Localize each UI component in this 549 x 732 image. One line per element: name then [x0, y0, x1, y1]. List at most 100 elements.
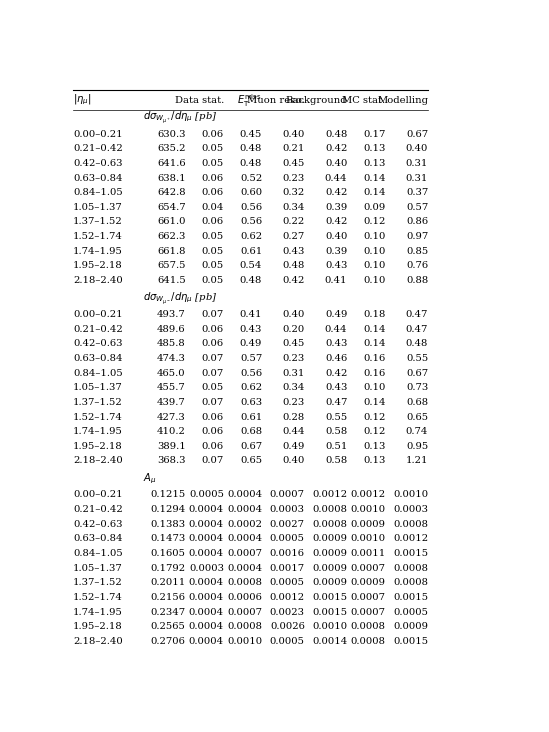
Text: 0.07: 0.07: [201, 457, 224, 466]
Text: 0.0007: 0.0007: [351, 608, 385, 616]
Text: 0.05: 0.05: [201, 276, 224, 285]
Text: 0.42: 0.42: [325, 368, 348, 378]
Text: 0.0005: 0.0005: [270, 578, 305, 587]
Text: 0.0010: 0.0010: [312, 622, 348, 631]
Text: 0.0004: 0.0004: [189, 520, 224, 529]
Text: 0.06: 0.06: [202, 188, 224, 197]
Text: 0.48: 0.48: [240, 276, 262, 285]
Text: 0.21: 0.21: [282, 144, 305, 153]
Text: 0.0009: 0.0009: [393, 622, 428, 631]
Text: 0.04: 0.04: [201, 203, 224, 212]
Text: 1.05–1.37: 1.05–1.37: [73, 383, 122, 392]
Text: 0.0004: 0.0004: [227, 564, 262, 572]
Text: 0.63–0.84: 0.63–0.84: [73, 534, 122, 543]
Text: 0.13: 0.13: [363, 457, 385, 466]
Text: 0.0007: 0.0007: [351, 593, 385, 602]
Text: 1.74–1.95: 1.74–1.95: [73, 427, 123, 436]
Text: 0.57: 0.57: [240, 354, 262, 363]
Text: 0.61: 0.61: [240, 413, 262, 422]
Text: 0.42: 0.42: [282, 276, 305, 285]
Text: 0.73: 0.73: [406, 383, 428, 392]
Text: 0.07: 0.07: [201, 354, 224, 363]
Text: 0.44: 0.44: [325, 324, 348, 334]
Text: 1.05–1.37: 1.05–1.37: [73, 564, 122, 572]
Text: 0.43: 0.43: [282, 247, 305, 255]
Text: 0.0007: 0.0007: [227, 549, 262, 558]
Text: 0.63–0.84: 0.63–0.84: [73, 173, 122, 182]
Text: 0.06: 0.06: [202, 413, 224, 422]
Text: 0.0010: 0.0010: [350, 505, 385, 514]
Text: Data stat.: Data stat.: [175, 96, 224, 105]
Text: 0.0015: 0.0015: [312, 593, 348, 602]
Text: 1.95–2.18: 1.95–2.18: [73, 442, 122, 451]
Text: 662.3: 662.3: [157, 232, 186, 241]
Text: 0.63–0.84: 0.63–0.84: [73, 354, 122, 363]
Text: 641.5: 641.5: [157, 276, 186, 285]
Text: 0.56: 0.56: [240, 368, 262, 378]
Text: 0.06: 0.06: [202, 130, 224, 138]
Text: 0.40: 0.40: [282, 457, 305, 466]
Text: 0.68: 0.68: [240, 427, 262, 436]
Text: 0.51: 0.51: [325, 442, 348, 451]
Text: 0.41: 0.41: [325, 276, 348, 285]
Text: 2.18–2.40: 2.18–2.40: [73, 637, 122, 646]
Text: 0.0015: 0.0015: [393, 593, 428, 602]
Text: 0.62: 0.62: [240, 383, 262, 392]
Text: Background: Background: [285, 96, 348, 105]
Text: 0.0010: 0.0010: [393, 490, 428, 499]
Text: 0.00–0.21: 0.00–0.21: [73, 490, 122, 499]
Text: 0.0010: 0.0010: [350, 534, 385, 543]
Text: 0.0004: 0.0004: [189, 505, 224, 514]
Text: 0.12: 0.12: [363, 413, 385, 422]
Text: 0.68: 0.68: [406, 398, 428, 407]
Text: 0.27: 0.27: [283, 232, 305, 241]
Text: 0.41: 0.41: [240, 310, 262, 319]
Text: 0.06: 0.06: [202, 442, 224, 451]
Text: 0.0008: 0.0008: [393, 578, 428, 587]
Text: 0.05: 0.05: [201, 383, 224, 392]
Text: 0.2011: 0.2011: [150, 578, 186, 587]
Text: 0.40: 0.40: [325, 232, 348, 241]
Text: 0.0004: 0.0004: [189, 549, 224, 558]
Text: 0.0008: 0.0008: [393, 564, 428, 572]
Text: 0.42–0.63: 0.42–0.63: [73, 339, 122, 348]
Text: 635.2: 635.2: [157, 144, 186, 153]
Text: 0.09: 0.09: [363, 203, 385, 212]
Text: 0.0015: 0.0015: [393, 549, 428, 558]
Text: 0.63: 0.63: [240, 398, 262, 407]
Text: 0.0012: 0.0012: [312, 490, 348, 499]
Text: 0.45: 0.45: [282, 339, 305, 348]
Text: 0.0007: 0.0007: [351, 564, 385, 572]
Text: 427.3: 427.3: [157, 413, 186, 422]
Text: 0.39: 0.39: [325, 247, 348, 255]
Text: 0.31: 0.31: [406, 173, 428, 182]
Text: 0.0009: 0.0009: [351, 520, 385, 529]
Text: 0.48: 0.48: [406, 339, 428, 348]
Text: 0.67: 0.67: [240, 442, 262, 451]
Text: 0.0012: 0.0012: [350, 490, 385, 499]
Text: 0.65: 0.65: [406, 413, 428, 422]
Text: 0.1473: 0.1473: [150, 534, 186, 543]
Text: 1.21: 1.21: [406, 457, 428, 466]
Text: 0.06: 0.06: [202, 324, 224, 334]
Text: 410.2: 410.2: [157, 427, 186, 436]
Text: 0.56: 0.56: [240, 203, 262, 212]
Text: 0.42–0.63: 0.42–0.63: [73, 159, 122, 168]
Text: 0.0004: 0.0004: [189, 608, 224, 616]
Text: 0.0004: 0.0004: [227, 505, 262, 514]
Text: $d\sigma_{W_{\mu^+}}/d\eta_{\mu}$ [pb]: $d\sigma_{W_{\mu^+}}/d\eta_{\mu}$ [pb]: [143, 111, 217, 127]
Text: 0.10: 0.10: [363, 232, 385, 241]
Text: 0.13: 0.13: [363, 159, 385, 168]
Text: 0.60: 0.60: [240, 188, 262, 197]
Text: 654.7: 654.7: [157, 203, 186, 212]
Text: 0.55: 0.55: [406, 354, 428, 363]
Text: 0.1294: 0.1294: [150, 505, 186, 514]
Text: 0.44: 0.44: [282, 427, 305, 436]
Text: 0.14: 0.14: [363, 339, 385, 348]
Text: 0.40: 0.40: [282, 310, 305, 319]
Text: 0.0008: 0.0008: [227, 622, 262, 631]
Text: 0.39: 0.39: [325, 203, 348, 212]
Text: 0.48: 0.48: [325, 130, 348, 138]
Text: 0.18: 0.18: [363, 310, 385, 319]
Text: $d\sigma_{W_{\mu^-}}/d\eta_{\mu}$ [pb]: $d\sigma_{W_{\mu^-}}/d\eta_{\mu}$ [pb]: [143, 291, 217, 307]
